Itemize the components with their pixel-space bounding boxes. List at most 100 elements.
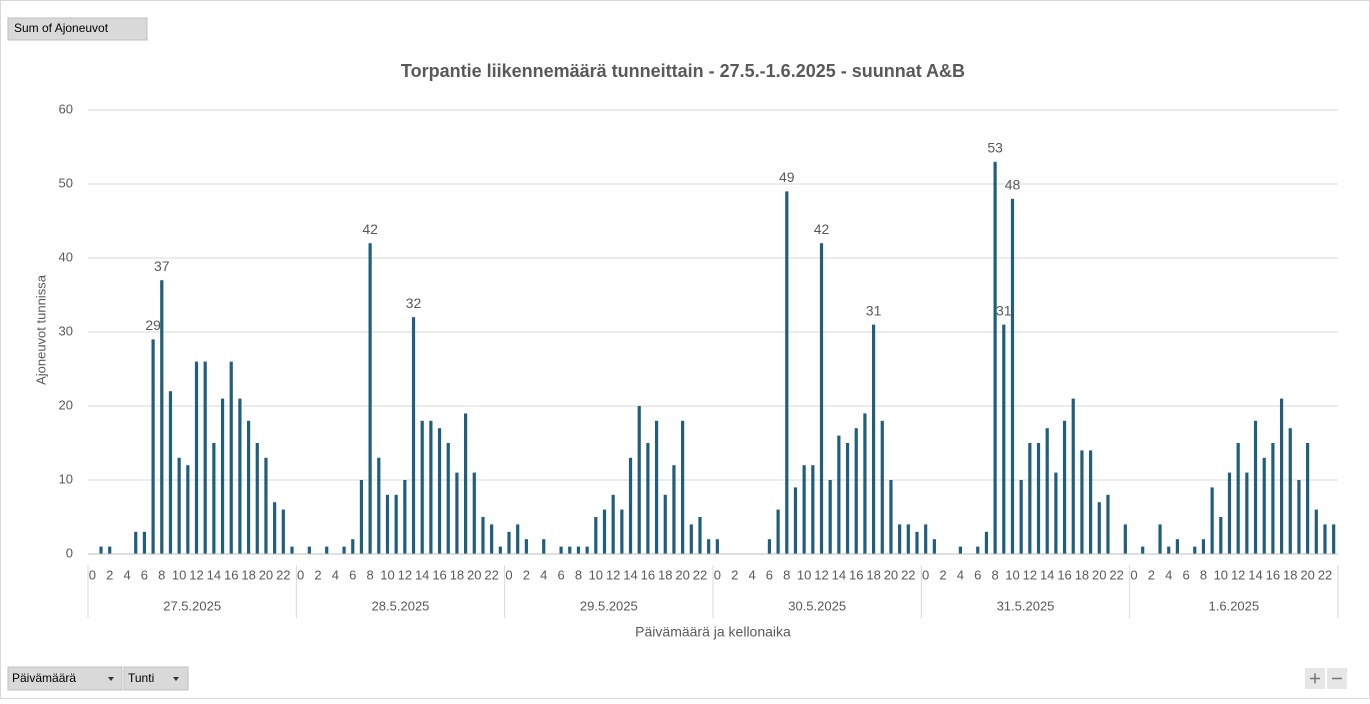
bar <box>1236 443 1240 554</box>
bar <box>507 531 511 554</box>
y-tick-label: 20 <box>59 397 73 412</box>
x-tick-label: 14 <box>1040 567 1054 582</box>
x-tick-label: 20 <box>884 567 898 582</box>
bar <box>1193 546 1197 554</box>
collapse-button[interactable] <box>1327 668 1347 689</box>
bar <box>1019 480 1023 554</box>
bar <box>707 539 711 554</box>
x-tick-label: 20 <box>259 567 273 582</box>
bar <box>264 457 268 554</box>
x-tick-label: 10 <box>380 567 394 582</box>
bar <box>1332 524 1336 554</box>
x-tick-label: 6 <box>974 567 981 582</box>
bar <box>290 546 294 554</box>
x-tick-label: 6 <box>557 567 564 582</box>
bar <box>698 517 702 554</box>
bar <box>307 546 311 554</box>
bar <box>689 524 693 554</box>
bar <box>194 361 199 554</box>
axis-field-button[interactable]: Tunti <box>123 666 189 691</box>
bar <box>273 502 277 554</box>
button-label: Sum of Ajoneuvot <box>14 21 109 35</box>
bar <box>437 428 442 554</box>
bar <box>568 546 572 554</box>
bar <box>585 546 589 554</box>
bar <box>1297 480 1301 554</box>
x-tick-label: 16 <box>224 567 238 582</box>
value-field-button[interactable]: Sum of Ajoneuvot <box>7 17 148 41</box>
x-tick-label: 18 <box>241 567 255 582</box>
dropdown-arrow <box>173 677 179 681</box>
x-tick-label: 0 <box>89 567 96 582</box>
bar <box>1071 398 1075 554</box>
x-tick-label: 10 <box>1005 567 1019 582</box>
bar <box>898 524 902 554</box>
data-label: 32 <box>406 295 422 311</box>
x-tick-label: 12 <box>606 567 620 582</box>
plus-icon <box>1310 673 1320 684</box>
x-tick-label: 6 <box>766 567 773 582</box>
data-label: 53 <box>987 140 1003 156</box>
bar <box>628 457 633 554</box>
x-tick-label: 8 <box>575 567 582 582</box>
x-tick-label: 20 <box>675 567 689 582</box>
x-tick-label: 18 <box>866 567 880 582</box>
bar <box>411 317 416 554</box>
bar <box>1045 428 1049 554</box>
group-label: 27.5.2025 <box>163 598 221 613</box>
x-tick-label: 14 <box>623 567 637 582</box>
data-label: 31 <box>866 302 882 318</box>
x-tick-label: 10 <box>172 567 186 582</box>
x-tick-label: 10 <box>797 567 811 582</box>
x-tick-label: 18 <box>450 567 464 582</box>
x-tick-label: 4 <box>1165 567 1172 582</box>
chart-title: Torpantie liikennemäärä tunneittain - 27… <box>401 61 965 81</box>
expand-button[interactable] <box>1305 668 1325 689</box>
x-tick-label: 8 <box>992 567 999 582</box>
bar <box>455 472 459 554</box>
bar <box>715 539 719 554</box>
y-tick-label: 50 <box>59 175 73 190</box>
bar <box>524 539 528 554</box>
bar <box>498 546 502 554</box>
bar <box>1167 546 1171 554</box>
bar <box>1028 443 1032 554</box>
bar <box>1323 524 1327 554</box>
x-tick-label: 22 <box>1109 567 1123 582</box>
x-tick-label: 6 <box>141 567 148 582</box>
data-label: 48 <box>1005 177 1021 193</box>
button-bg <box>7 666 123 691</box>
bar <box>576 546 581 554</box>
x-tick-label: 4 <box>748 567 755 582</box>
y-tick-label: 40 <box>59 249 73 264</box>
bar <box>863 413 867 554</box>
x-tick-label: 20 <box>1300 567 1314 582</box>
bar <box>1279 398 1284 554</box>
bar <box>1089 450 1093 554</box>
x-tick-label: 16 <box>1266 567 1280 582</box>
x-tick-label: 16 <box>1057 567 1071 582</box>
bar <box>142 531 147 554</box>
bar <box>186 465 190 554</box>
bar <box>229 361 233 554</box>
bar <box>802 465 806 554</box>
bar <box>168 391 173 554</box>
axis-field-button[interactable]: Päivämäärä <box>7 666 123 691</box>
bar <box>906 524 910 554</box>
bar <box>1106 494 1110 554</box>
bar <box>542 539 546 554</box>
x-tick-label: 18 <box>1075 567 1089 582</box>
y-tick-label: 10 <box>59 471 73 486</box>
button-label: Päivämäärä <box>12 671 76 685</box>
x-tick-label: 18 <box>658 567 672 582</box>
bar <box>1253 420 1258 554</box>
data-label: 42 <box>362 221 378 237</box>
bar <box>481 517 485 554</box>
bar <box>559 546 563 554</box>
bar <box>160 280 164 554</box>
x-tick-label: 12 <box>1023 567 1037 582</box>
bar <box>212 443 216 554</box>
bar <box>854 428 858 554</box>
